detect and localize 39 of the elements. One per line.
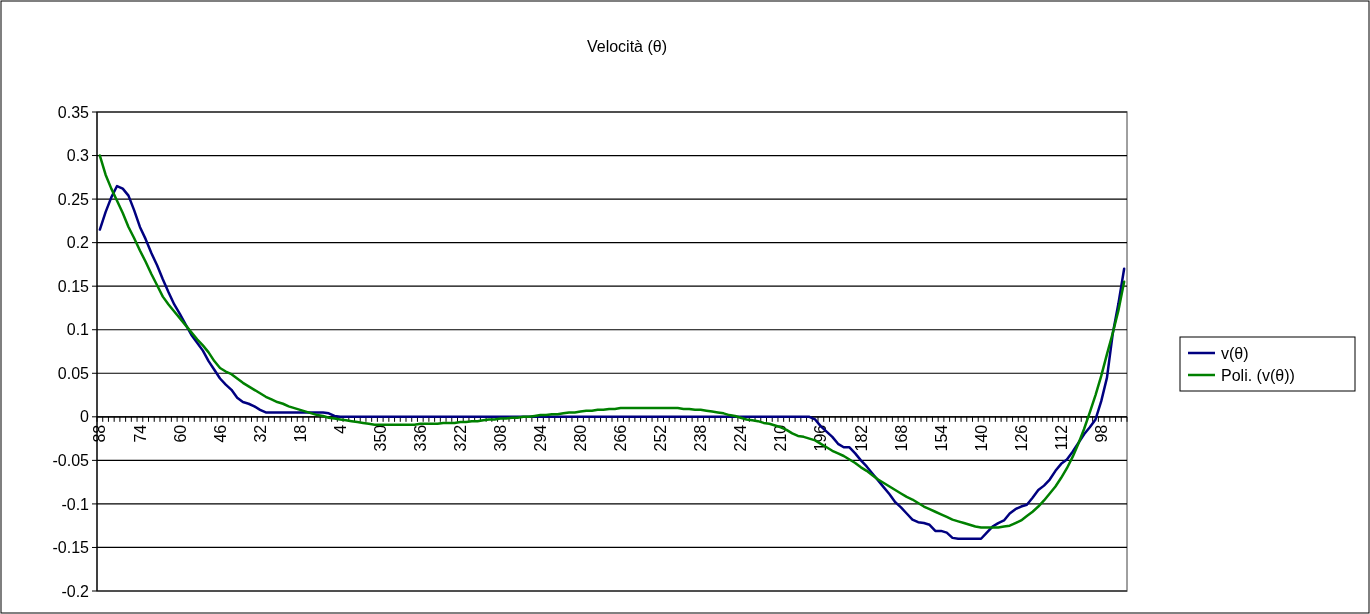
x-tick-label: 88 (91, 424, 109, 443)
y-tick-label: 0.3 (66, 147, 90, 165)
x-tick-label: 294 (532, 424, 550, 452)
legend-label: v(θ) (1221, 344, 1249, 362)
chart-title: Velocità (θ) (586, 38, 668, 55)
y-tick-label: 0.25 (57, 190, 90, 208)
x-tick-label: 32 (251, 424, 269, 443)
x-tick-label: 308 (492, 424, 510, 452)
x-tick-label: 18 (291, 424, 309, 443)
x-tick-label: 60 (171, 424, 189, 443)
x-tick-label: 140 (972, 424, 990, 452)
y-tick-label: 0.05 (57, 364, 90, 382)
x-tick-label: 46 (211, 424, 229, 443)
x-tick-label: 182 (852, 424, 870, 452)
x-tick-label: 266 (612, 424, 630, 452)
x-tick-label: 168 (892, 424, 910, 452)
x-tick-label: 112 (1052, 424, 1070, 451)
legend-label: Poli. (v(θ)) (1221, 366, 1295, 384)
x-tick-label: 154 (932, 424, 950, 452)
y-tick-label: 0.35 (57, 103, 90, 121)
x-tick-label: 322 (451, 424, 469, 452)
y-tick-label: 0.2 (66, 234, 90, 252)
y-tick-label: 0.15 (57, 277, 90, 295)
y-tick-label: -0.1 (61, 495, 90, 513)
y-tick-label: -0.05 (52, 451, 90, 469)
x-tick-label: 280 (572, 424, 590, 452)
x-tick-label: 224 (732, 424, 750, 452)
x-tick-label: 98 (1092, 424, 1110, 443)
x-tick-label: 126 (1012, 424, 1030, 452)
x-tick-label: 238 (692, 424, 710, 452)
y-tick-label: -0.2 (61, 582, 90, 600)
x-tick-label: 4 (331, 424, 349, 434)
y-tick-label: 0.1 (66, 321, 90, 339)
x-tick-label: 336 (411, 424, 429, 452)
y-tick-label: 0 (80, 408, 90, 426)
x-tick-label: 74 (131, 424, 149, 443)
x-tick-label: 252 (652, 424, 670, 452)
y-tick-label: -0.15 (52, 539, 90, 557)
x-tick-label: 350 (371, 424, 389, 452)
